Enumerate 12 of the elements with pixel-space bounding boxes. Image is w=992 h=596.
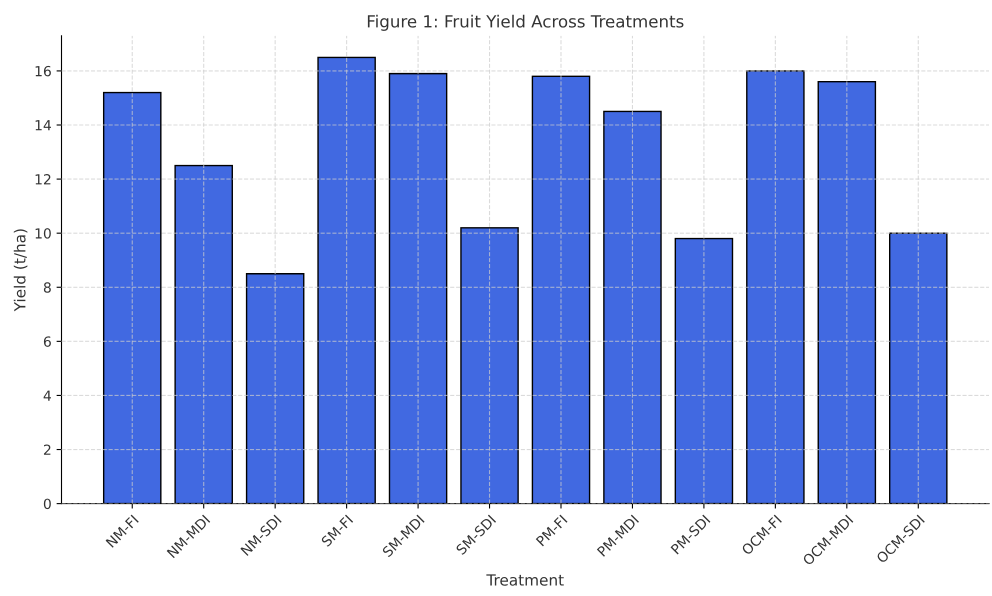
y-tick-label: 2 (44, 444, 50, 455)
y-tick-label: 12 (36, 174, 50, 184)
y-tick-label: 8 (44, 282, 51, 293)
y-tick-label: 16 (36, 66, 51, 76)
chart-title: Figure 1: Fruit Yield Across Treatments (368, 14, 684, 31)
y-axis-title: Yield (t/ha) (14, 229, 28, 312)
y-tick-label: 0 (44, 498, 51, 510)
y-tick-label: 6 (44, 336, 51, 347)
y-tick-label: 14 (36, 120, 51, 130)
y-tick-label: 10 (36, 228, 51, 239)
y-tick-label: 4 (44, 390, 52, 401)
x-axis-title: Treatment (486, 574, 564, 586)
